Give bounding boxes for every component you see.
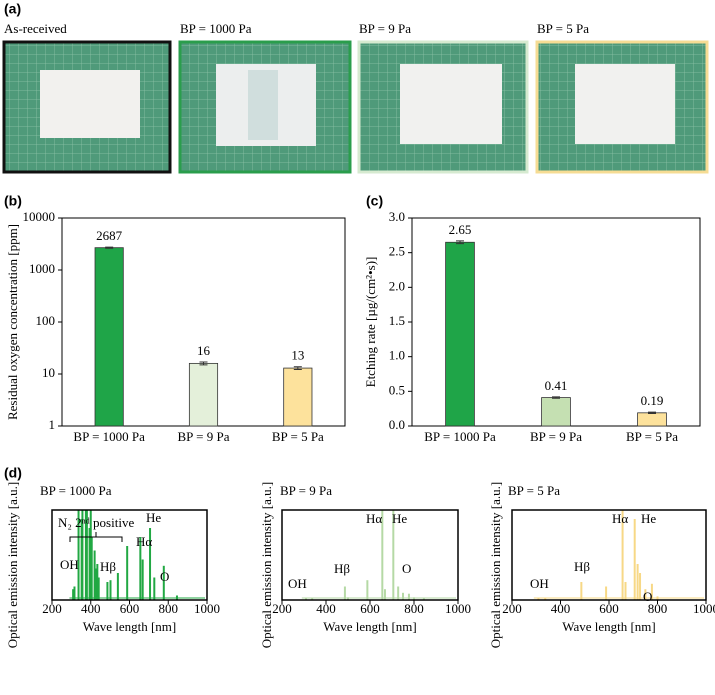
bracket: [69, 532, 123, 542]
x-tick-label: 600: [120, 601, 140, 616]
x-tick-label: 400: [81, 601, 101, 616]
x-tick-label: BP = 1000 Pa: [73, 429, 145, 444]
annotation: OH: [530, 576, 549, 591]
x-tick-label: 800: [404, 601, 424, 616]
x-tick-label: 200: [42, 601, 62, 616]
x-tick-label: 400: [551, 601, 571, 616]
error-bar: [648, 411, 656, 415]
annotation: Hβ: [334, 561, 350, 576]
y-tick-label: 1.5: [389, 313, 405, 328]
x-tick-label: 200: [502, 601, 522, 616]
y-tick-label: 1.0: [389, 348, 405, 363]
annotation: N₂ 2ⁿᵈ positive: [58, 515, 134, 530]
value-label: 13: [291, 348, 304, 363]
chart-title: BP = 9 Pa: [280, 483, 332, 498]
annotation: Hα: [612, 511, 628, 526]
x-tick-label: BP = 5 Pa: [626, 429, 678, 444]
y-axis-label: Optical emission intensity [a.u.]: [488, 482, 503, 648]
bar: [188, 362, 219, 427]
y-axis-label: Optical emission intensity [a.u.]: [5, 482, 20, 648]
annotation: He: [146, 510, 161, 525]
annotation: OH: [288, 576, 307, 591]
y-tick-label: 1000: [29, 261, 55, 276]
annotation: He: [392, 511, 407, 526]
bar: [94, 247, 124, 427]
y-tick-label: 2.0: [389, 278, 405, 293]
y-tick-label: 10: [42, 365, 55, 380]
error-bar: [293, 366, 302, 371]
bar: [637, 412, 667, 427]
y-tick-label: 1: [49, 417, 56, 432]
photo: [357, 40, 529, 174]
y-tick-label: 2.5: [389, 244, 405, 259]
x-tick-label: 1000: [445, 601, 471, 616]
x-tick-label: 200: [272, 601, 292, 616]
x-tick-label: 1000: [693, 601, 715, 616]
bar: [283, 367, 313, 427]
value-label: 0.41: [545, 378, 568, 393]
x-tick-label: BP = 5 Pa: [272, 429, 324, 444]
annotation: O: [402, 561, 411, 576]
x-tick-label: BP = 9 Pa: [178, 429, 230, 444]
annotation: Hβ: [100, 559, 116, 574]
y-tick-label: 3.0: [389, 209, 405, 224]
annotation: Hα: [366, 511, 382, 526]
chart-title: BP = 1000 Pa: [40, 483, 112, 498]
panel-label: (b): [4, 193, 22, 209]
x-tick-label: BP = 9 Pa: [530, 429, 582, 444]
bar: [541, 397, 571, 427]
photo-caption: BP = 5 Pa: [537, 21, 589, 36]
x-tick-label: 600: [599, 601, 619, 616]
photo-caption: BP = 1000 Pa: [180, 21, 252, 36]
x-axis-label: Wave length [nm]: [83, 619, 177, 634]
chart-title: BP = 5 Pa: [508, 483, 560, 498]
photo: [2, 40, 172, 174]
panel-label: (a): [4, 1, 21, 17]
panel-label: (d): [4, 465, 22, 481]
error-bar: [105, 246, 114, 249]
error-bar: [456, 240, 464, 245]
y-axis-label: Optical emission intensity [a.u.]: [259, 482, 274, 648]
annotation: OH: [60, 557, 79, 572]
x-tick-label: 400: [316, 601, 336, 616]
x-tick-label: BP = 1000 Pa: [424, 429, 496, 444]
annotation: O: [160, 569, 169, 584]
annotation: Hα: [136, 534, 152, 549]
value-label: 2687: [96, 228, 123, 243]
error-bar: [199, 361, 208, 366]
annotation: Hβ: [574, 559, 590, 574]
x-tick-label: 800: [159, 601, 179, 616]
x-tick-label: 800: [648, 601, 668, 616]
value-label: 2.65: [449, 222, 472, 237]
y-axis-label: Etching rate [µg/(cm²•s)]: [363, 257, 378, 388]
bar: [445, 241, 475, 427]
x-axis-label: Wave length [nm]: [323, 619, 417, 634]
x-tick-label: 600: [360, 601, 380, 616]
photo: [535, 40, 709, 174]
y-tick-label: 100: [36, 313, 56, 328]
annotation: O: [643, 589, 652, 604]
x-axis-label: Wave length [nm]: [562, 619, 656, 634]
photo-caption: As-received: [4, 21, 67, 36]
x-tick-label: 1000: [194, 601, 220, 616]
panel-label: (c): [366, 193, 383, 209]
value-label: 0.19: [641, 393, 664, 408]
y-tick-label: 10000: [23, 209, 56, 224]
annotation: He: [641, 511, 656, 526]
y-axis-label: Residual oxygen concentration [ppm]: [5, 224, 20, 420]
photo-caption: BP = 9 Pa: [359, 21, 411, 36]
error-bar: [552, 396, 560, 399]
y-tick-label: 0.5: [389, 382, 405, 397]
y-tick-label: 0.0: [389, 417, 405, 432]
value-label: 16: [197, 343, 211, 358]
photo: [178, 40, 352, 174]
